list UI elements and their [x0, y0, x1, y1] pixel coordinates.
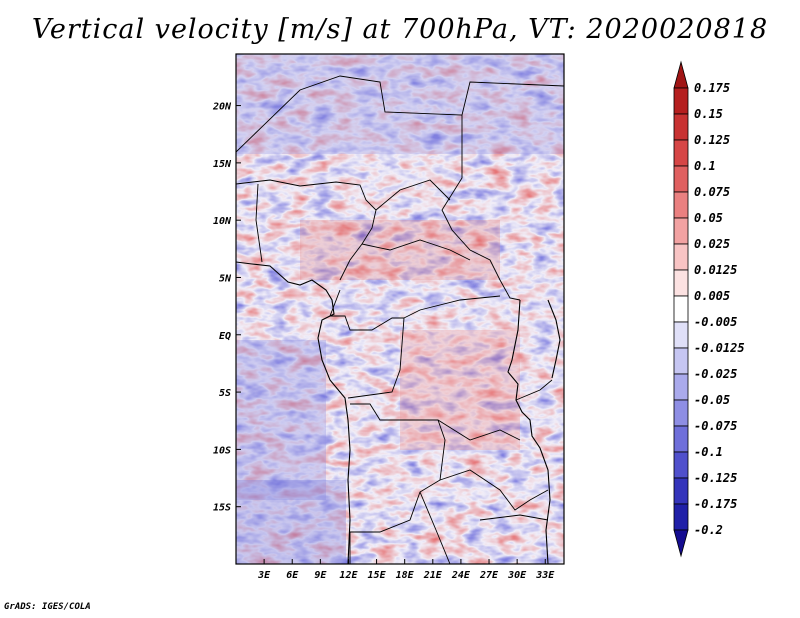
colorbar-label: -0.025: [694, 367, 737, 381]
y-tick-label: 5N: [219, 273, 232, 284]
grads-credit: GrADS: IGES/COLA: [4, 602, 91, 612]
colorbar-segment: [673, 347, 689, 375]
x-tick-label: 12E: [339, 570, 358, 581]
colorbar-label: 0.0125: [694, 263, 737, 277]
colorbar-segment: [673, 243, 689, 271]
colorbar-label: 0.1: [694, 159, 716, 173]
colorbar-label: 0.05: [694, 211, 723, 225]
colorbar-segment: [673, 269, 689, 297]
colorbar-label: 0.025: [694, 237, 730, 251]
x-tick-label: 18E: [396, 570, 415, 581]
colorbar-segment: [673, 477, 689, 505]
y-tick-label: 10S: [213, 445, 231, 456]
x-tick-label: 27E: [479, 570, 499, 581]
y-tick-label: 20N: [212, 102, 232, 113]
colorbar-label: -0.05: [694, 393, 730, 407]
colorbar-segment: [673, 529, 689, 558]
colorbar-segment: [673, 165, 689, 193]
colorbar-label: 0.15: [694, 107, 723, 121]
colorbar-segment: [673, 139, 689, 167]
y-tick-label: 15S: [213, 503, 231, 514]
y-tick-label: 5S: [219, 388, 231, 399]
colorbar-segment: [673, 321, 689, 349]
y-tick-label: 15N: [213, 159, 232, 170]
y-axis: 20N 15N 10N 5N EQ 5S 10S 15S: [212, 102, 241, 514]
colorbar-label: 0.175: [694, 81, 730, 95]
map-panel: [235, 53, 565, 565]
colorbar-segment: [673, 60, 689, 89]
y-tick-label: 10N: [213, 216, 232, 227]
map-frame: [235, 53, 565, 565]
colorbar-segment: [673, 217, 689, 245]
colorbar-label: -0.175: [694, 497, 737, 511]
colorbar-label: 0.075: [694, 185, 730, 199]
x-axis: 3E 6E 9E 12E 15E 18E 21E 24E 27E 30E 33E: [257, 559, 555, 581]
x-tick-label: 15E: [368, 570, 387, 581]
country-borders: [236, 75, 564, 564]
colorbar-segment: [673, 451, 689, 479]
colorbar-segment: [673, 373, 689, 401]
x-tick-label: 9E: [314, 570, 327, 581]
colorbar-segment: [673, 295, 689, 323]
colorbar-segment: [673, 113, 689, 141]
map-title: Vertical velocity [m/s] at 700hPa, VT: 2…: [31, 14, 769, 45]
colorbar-label: -0.0125: [694, 341, 745, 355]
x-tick-label: 3E: [257, 570, 271, 581]
x-tick-label: 24E: [451, 570, 471, 581]
x-tick-label: 6E: [286, 570, 299, 581]
colorbar-label: -0.1: [694, 445, 723, 459]
colorbar-segment: [673, 425, 689, 453]
colorbar-label: 0.125: [694, 133, 730, 147]
y-tick-label: EQ: [219, 331, 231, 342]
colorbar-segment: [673, 87, 689, 115]
colorbar-segment: [673, 503, 689, 531]
colorbar-label: -0.075: [694, 419, 737, 433]
colorbar-segment: [673, 191, 689, 219]
colorbar-label: 0.005: [694, 289, 730, 303]
colorbar: 0.175 0.15 0.125 0.1 0.075 0.05 0.025 0.0125 0.0…: [673, 60, 745, 558]
colorbar-segment: [673, 399, 689, 427]
x-tick-label: 33E: [535, 570, 555, 581]
x-tick-label: 21E: [423, 570, 443, 581]
coastline: [236, 261, 561, 564]
colorbar-label: -0.005: [694, 315, 737, 329]
colorbar-label: -0.2: [694, 523, 723, 537]
x-tick-label: 30E: [507, 570, 527, 581]
colorbar-label: -0.125: [694, 471, 737, 485]
